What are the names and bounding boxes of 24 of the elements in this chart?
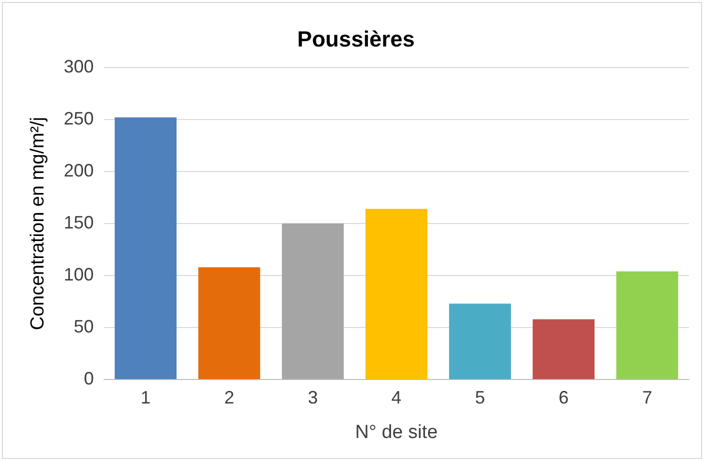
- y-tick-label: 50: [74, 316, 94, 337]
- x-tick-label: 6: [558, 387, 569, 408]
- bar: [449, 304, 511, 380]
- y-tick-label: 250: [64, 108, 94, 128]
- x-tick-label: 4: [391, 387, 402, 408]
- y-axis-title: Concentration en mg/m²/j: [28, 116, 49, 330]
- y-tick-label: 200: [64, 160, 94, 180]
- y-tick-label: 300: [64, 56, 94, 76]
- bar: [616, 271, 678, 380]
- bar: [198, 267, 260, 380]
- bar: [532, 319, 595, 380]
- x-axis-title: N° de site: [355, 422, 438, 443]
- chart-title: Poussières: [297, 26, 415, 52]
- x-tick-label: 1: [140, 387, 151, 408]
- y-tick-label: 150: [64, 212, 94, 232]
- x-tick-label: 2: [224, 387, 234, 408]
- x-tick-label: 7: [642, 387, 652, 408]
- bar: [114, 117, 177, 380]
- y-tick-label: 0: [84, 368, 94, 389]
- y-tick-label: 100: [64, 264, 94, 284]
- x-tick-label: 3: [308, 387, 318, 408]
- bar: [365, 208, 428, 380]
- x-tick-label: 5: [475, 387, 486, 408]
- bar: [282, 224, 344, 380]
